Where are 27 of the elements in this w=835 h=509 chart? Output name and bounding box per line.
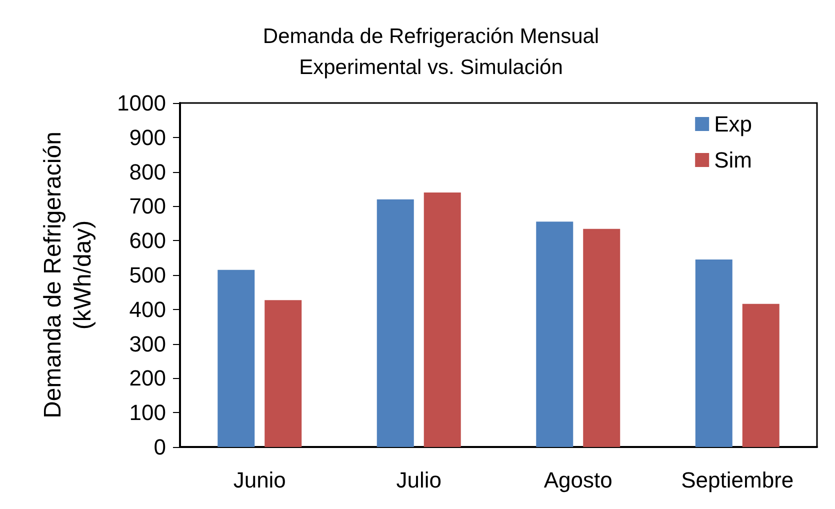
y-tick-label: 300 xyxy=(129,331,166,356)
legend-label: Sim xyxy=(714,148,752,172)
y-tick-label: 100 xyxy=(129,400,166,426)
bar xyxy=(695,260,732,447)
x-tick-label: Junio xyxy=(233,468,286,492)
bar xyxy=(264,300,302,447)
y-tick-label: 0 xyxy=(154,434,166,460)
bar xyxy=(583,228,620,447)
chart-title: Demanda de Refrigeración Mensual Experimental vs. Simulación xyxy=(262,25,600,79)
y-tick-label: 900 xyxy=(129,124,166,150)
y-tick-label: 1000 xyxy=(117,90,166,116)
legend-label: Exp xyxy=(714,112,752,136)
bar xyxy=(424,192,461,447)
y-tick-label: 500 xyxy=(129,262,166,288)
x-tick-label: Julio xyxy=(396,468,442,492)
y-axis-title: Demanda de Refrigeración (kWh/day) xyxy=(40,132,96,418)
bar xyxy=(536,222,574,447)
bar xyxy=(742,304,780,447)
x-tick-label: Septiembre xyxy=(681,468,794,492)
y-tick-label: 200 xyxy=(129,366,166,391)
y-tick-label: 700 xyxy=(129,194,166,219)
y-tick-label: 800 xyxy=(129,159,166,184)
bar xyxy=(376,199,414,447)
y-tick-label: 600 xyxy=(129,228,166,254)
bar xyxy=(218,270,255,447)
x-tick-label: Agosto xyxy=(544,468,612,492)
y-tick-label: 400 xyxy=(129,296,166,322)
